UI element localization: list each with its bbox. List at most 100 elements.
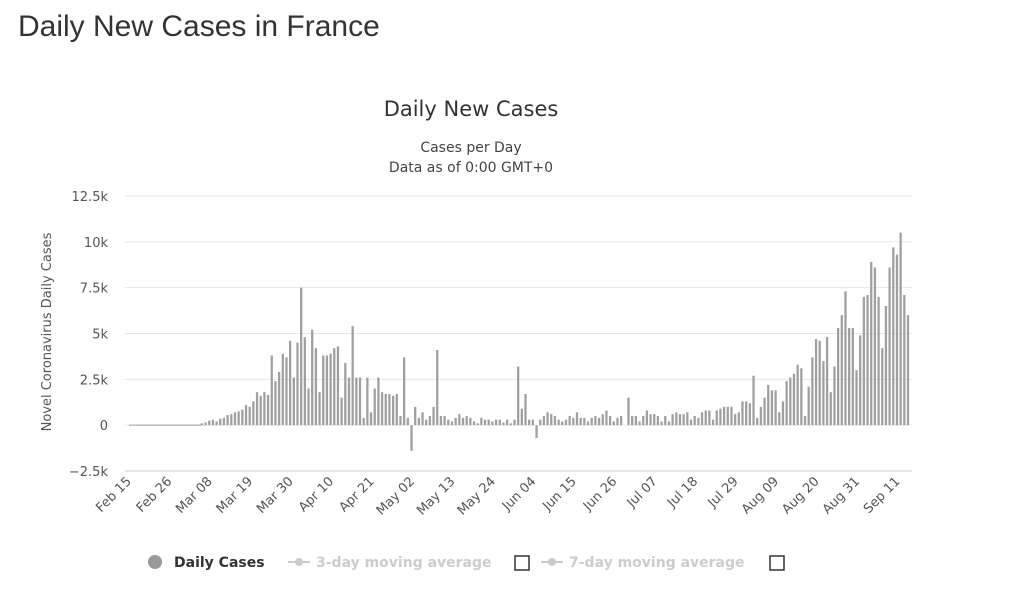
bar[interactable] xyxy=(476,423,479,426)
bar[interactable] xyxy=(866,295,869,426)
bar[interactable] xyxy=(230,414,233,426)
bar[interactable] xyxy=(292,377,295,426)
bar[interactable] xyxy=(675,412,678,426)
bar[interactable] xyxy=(204,422,207,426)
bar[interactable] xyxy=(531,419,535,426)
bar[interactable] xyxy=(469,417,472,426)
bar[interactable] xyxy=(671,414,674,426)
bar[interactable] xyxy=(358,377,362,426)
bar[interactable] xyxy=(248,406,251,426)
bar[interactable] xyxy=(505,419,509,426)
bar[interactable] xyxy=(601,414,604,426)
bar[interactable] xyxy=(579,417,582,426)
bar[interactable] xyxy=(432,406,435,426)
bar[interactable] xyxy=(870,262,873,426)
bar[interactable] xyxy=(513,419,516,426)
bar[interactable] xyxy=(605,410,608,426)
bar[interactable] xyxy=(829,392,832,426)
bar[interactable] xyxy=(608,416,612,426)
bar[interactable] xyxy=(561,421,564,426)
bar[interactable] xyxy=(200,423,204,426)
bar[interactable] xyxy=(693,416,696,426)
bar[interactable] xyxy=(689,419,693,426)
bar[interactable] xyxy=(384,394,387,426)
bar[interactable] xyxy=(226,415,229,426)
bar[interactable] xyxy=(417,417,420,426)
bar[interactable] xyxy=(682,414,685,426)
bar[interactable] xyxy=(678,414,682,426)
bar[interactable] xyxy=(895,254,899,426)
bar[interactable] xyxy=(767,384,770,426)
legend-item-daily-cases[interactable]: Daily Cases xyxy=(148,555,265,571)
bar[interactable] xyxy=(465,416,468,426)
bar[interactable] xyxy=(881,348,884,426)
bar[interactable] xyxy=(388,394,391,426)
bar[interactable] xyxy=(700,412,704,426)
bar[interactable] xyxy=(892,247,895,426)
bar[interactable] xyxy=(498,419,501,426)
bar[interactable] xyxy=(656,416,660,426)
bar[interactable] xyxy=(373,388,376,426)
bar[interactable] xyxy=(557,419,560,426)
bar[interactable] xyxy=(208,420,211,426)
bar[interactable] xyxy=(215,421,218,426)
bar[interactable] xyxy=(763,397,766,426)
bar[interactable] xyxy=(631,416,634,426)
bar[interactable] xyxy=(568,416,571,426)
bar[interactable] xyxy=(737,412,740,426)
bar[interactable] xyxy=(789,377,792,426)
bar[interactable] xyxy=(259,395,262,426)
bar[interactable] xyxy=(237,411,240,426)
bar[interactable] xyxy=(745,401,748,426)
bar[interactable] xyxy=(642,416,645,426)
bar[interactable] xyxy=(281,353,284,426)
bar[interactable] xyxy=(774,390,777,426)
bar[interactable] xyxy=(851,328,854,426)
bar[interactable] xyxy=(410,425,413,451)
bar[interactable] xyxy=(502,422,505,426)
bar[interactable] xyxy=(899,232,902,426)
bar[interactable] xyxy=(803,416,807,426)
bar[interactable] xyxy=(439,416,443,426)
bar[interactable] xyxy=(347,377,351,426)
bar[interactable] xyxy=(653,414,656,426)
bar[interactable] xyxy=(686,412,689,426)
bar[interactable] xyxy=(704,410,707,426)
bar[interactable] xyxy=(524,394,527,426)
bar[interactable] xyxy=(616,417,619,426)
bar[interactable] xyxy=(840,315,843,426)
bar[interactable] xyxy=(270,355,273,426)
bar[interactable] xyxy=(406,417,409,426)
bar[interactable] xyxy=(458,414,461,426)
bar[interactable] xyxy=(583,417,586,426)
bar[interactable] xyxy=(575,412,579,426)
bar[interactable] xyxy=(535,425,538,438)
bar[interactable] xyxy=(483,419,487,426)
bar[interactable] xyxy=(289,340,292,426)
bar[interactable] xyxy=(862,296,866,426)
bar[interactable] xyxy=(792,373,796,426)
checkbox-7-day-average[interactable] xyxy=(769,555,785,571)
bar[interactable] xyxy=(785,381,788,426)
bar[interactable] xyxy=(487,419,490,426)
bar[interactable] xyxy=(266,394,270,426)
bar[interactable] xyxy=(333,348,336,426)
bar[interactable] xyxy=(649,414,652,426)
bar[interactable] xyxy=(722,406,726,426)
bar[interactable] xyxy=(825,337,829,426)
bar[interactable] xyxy=(811,357,814,426)
legend-item-3-day-average[interactable]: 3-day moving average xyxy=(288,555,492,571)
bar[interactable] xyxy=(719,408,722,426)
bar[interactable] xyxy=(697,417,700,426)
bar[interactable] xyxy=(311,329,314,426)
bar[interactable] xyxy=(222,417,226,426)
bar[interactable] xyxy=(425,419,428,426)
bar[interactable] xyxy=(314,348,318,426)
bar[interactable] xyxy=(277,372,281,426)
bar[interactable] xyxy=(796,364,799,426)
bar[interactable] xyxy=(300,287,303,426)
bar[interactable] xyxy=(528,419,531,426)
bar[interactable] xyxy=(612,421,615,426)
bar[interactable] xyxy=(620,416,623,426)
bar[interactable] xyxy=(252,401,255,426)
